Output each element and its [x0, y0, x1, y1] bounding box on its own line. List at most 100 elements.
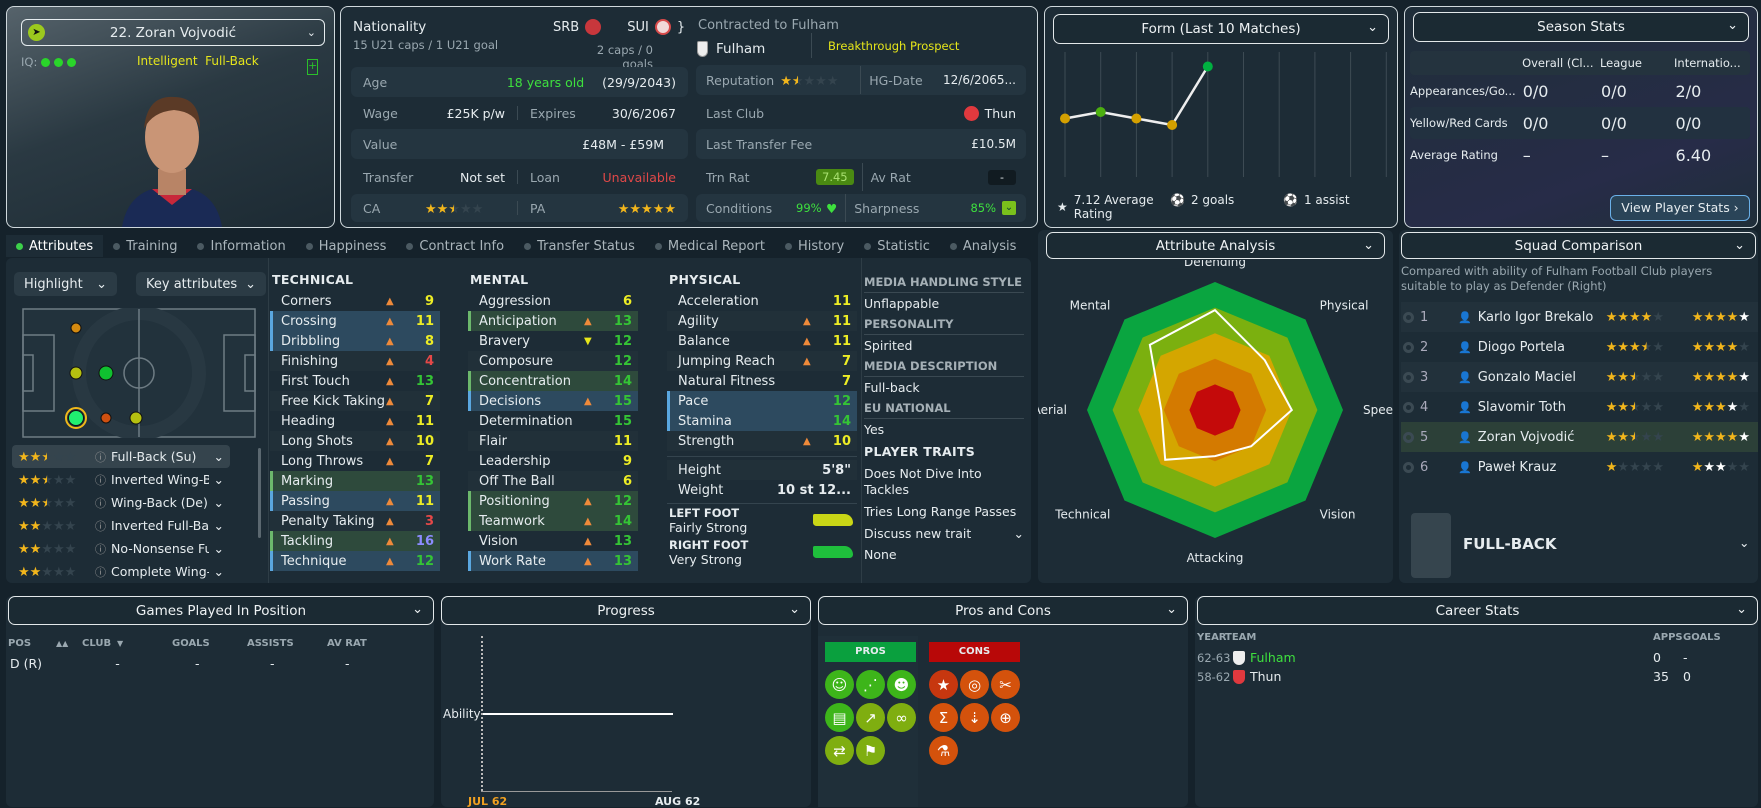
chevron-down-icon[interactable]: ⌄: [213, 541, 224, 556]
attribute-row[interactable]: Anticipation ▲ 13: [468, 311, 638, 331]
con-badge-icon[interactable]: ⚗: [929, 736, 958, 765]
radio-icon[interactable]: [1403, 401, 1414, 413]
attribute-row[interactable]: Free Kick Taking ▲ 7: [270, 391, 440, 411]
squad-player-name[interactable]: Karlo Igor Brekalo: [1477, 309, 1594, 325]
attribute-row[interactable]: Flair 11: [468, 431, 638, 451]
radio-icon[interactable]: [1403, 371, 1414, 383]
view-player-stats-button[interactable]: View Player Stats ›: [1610, 195, 1750, 221]
info-icon[interactable]: ⓘ: [95, 450, 106, 464]
column-av-rat[interactable]: AV RAT: [327, 638, 367, 649]
role-list-scrollbar[interactable]: [258, 448, 261, 538]
tab-training[interactable]: Training: [103, 235, 187, 257]
pro-badge-icon[interactable]: ↗: [856, 703, 885, 732]
table-row[interactable]: D (R) - - - -: [10, 656, 430, 671]
nation-code[interactable]: SRB: [553, 19, 580, 35]
attribute-row[interactable]: Strength ▲ 10: [667, 431, 857, 451]
battery-plus-icon[interactable]: +: [307, 59, 318, 75]
radio-icon[interactable]: [1403, 461, 1414, 473]
squad-comparison-dropdown[interactable]: Squad Comparison ⌄: [1401, 232, 1756, 259]
attribute-row[interactable]: Composure 12: [468, 351, 638, 371]
attribute-row[interactable]: Determination 15: [468, 411, 638, 431]
info-icon[interactable]: ⓘ: [95, 473, 106, 487]
tab-history[interactable]: History: [775, 235, 854, 257]
column-pos[interactable]: POS: [8, 638, 32, 649]
pros-cons-dropdown[interactable]: Pros and Cons ⌄: [818, 596, 1188, 625]
attribute-row[interactable]: Off The Ball 6: [468, 471, 638, 491]
career-team[interactable]: Thun: [1250, 669, 1282, 684]
games-played-dropdown[interactable]: Games Played In Position ⌄: [8, 596, 434, 625]
squad-row[interactable]: 6 👤 Paweł Krauz ★★★★★ ★★★★★: [1401, 452, 1758, 482]
tab-analysis[interactable]: Analysis: [940, 235, 1027, 257]
con-badge-icon[interactable]: ★: [929, 670, 958, 699]
attribute-row[interactable]: Work Rate ▲ 13: [468, 551, 638, 571]
column-goals[interactable]: GOALS: [1683, 632, 1721, 643]
form-point[interactable]: [1095, 107, 1106, 117]
form-dropdown[interactable]: Form (Last 10 Matches) ⌄: [1053, 14, 1389, 44]
attribute-row[interactable]: Vision ▲ 13: [468, 531, 638, 551]
info-icon[interactable]: ⓘ: [95, 565, 106, 579]
pro-badge-icon[interactable]: ☻: [887, 670, 916, 699]
squad-row[interactable]: 4 👤 Slavomir Toth ★★★★★ ★★★★★: [1401, 392, 1758, 422]
attribute-analysis-dropdown[interactable]: Attribute Analysis ⌄: [1046, 232, 1385, 259]
chevron-down-icon[interactable]: ⌄: [213, 495, 224, 510]
discuss-trait-dropdown[interactable]: Discuss new trait ⌄: [864, 523, 1024, 544]
role-item[interactable]: ★★★★★ ⓘ Full-Back (Su) ⌄: [12, 445, 230, 468]
info-icon[interactable]: ⓘ: [95, 542, 106, 556]
progress-dropdown[interactable]: Progress ⌄: [441, 596, 811, 625]
tab-contract-info[interactable]: Contract Info: [396, 235, 514, 257]
attribute-row[interactable]: Teamwork ▲ 14: [468, 511, 638, 531]
chevron-down-icon[interactable]: ⌄: [1739, 535, 1750, 550]
attribute-row[interactable]: Positioning ▲ 12: [468, 491, 638, 511]
role-item[interactable]: ★★★★★ ⓘ Wing-Back (De) ⌄: [12, 491, 230, 514]
form-point[interactable]: [1131, 113, 1142, 124]
career-team[interactable]: Fulham: [1250, 650, 1296, 665]
pro-badge-icon[interactable]: ∞: [887, 703, 916, 732]
info-icon[interactable]: ⓘ: [95, 496, 106, 510]
column-club[interactable]: CLUB: [82, 638, 112, 649]
attribute-row[interactable]: Acceleration 11: [667, 291, 857, 311]
attribute-row[interactable]: Natural Fitness 7: [667, 371, 857, 391]
attribute-row[interactable]: Finishing ▲ 4: [270, 351, 440, 371]
pro-badge-icon[interactable]: ▤: [825, 703, 854, 732]
squad-row[interactable]: 1 👤 Karlo Igor Brekalo ★★★★★ ★★★★★: [1401, 302, 1758, 332]
pro-badge-icon[interactable]: ⇄: [825, 736, 854, 765]
pro-badge-icon[interactable]: ⋰: [856, 670, 885, 699]
attribute-row[interactable]: Agility ▲ 11: [667, 311, 857, 331]
attribute-row[interactable]: Heading ▲ 11: [270, 411, 440, 431]
con-badge-icon[interactable]: ✂: [991, 670, 1020, 699]
tab-information[interactable]: Information: [187, 235, 295, 257]
column-year[interactable]: YEAR: [1197, 632, 1227, 643]
attribute-row[interactable]: Tackling ▲ 16: [270, 531, 440, 551]
con-badge-icon[interactable]: ◎: [960, 670, 989, 699]
attribute-row[interactable]: Bravery ▼ 12: [468, 331, 638, 351]
form-point[interactable]: [1202, 61, 1213, 72]
attribute-row[interactable]: First Touch ▲ 13: [270, 371, 440, 391]
attribute-row[interactable]: Pace 12: [667, 391, 857, 411]
attribute-row[interactable]: Penalty Taking ▲ 3: [270, 511, 440, 531]
column-team[interactable]: TEAM: [1225, 632, 1257, 643]
club-link[interactable]: Fulham: [697, 41, 765, 57]
tab-statistic[interactable]: Statistic: [854, 235, 940, 257]
attribute-row[interactable]: Passing ▲ 11: [270, 491, 440, 511]
attribute-row[interactable]: Decisions ▲ 15: [468, 391, 638, 411]
form-point[interactable]: [1060, 113, 1070, 124]
chevron-down-icon[interactable]: ⌄: [213, 518, 224, 533]
attribute-row[interactable]: Long Shots ▲ 10: [270, 431, 440, 451]
squad-player-name[interactable]: Zoran Vojvodić: [1477, 429, 1575, 445]
chevron-down-icon[interactable]: ⌄: [213, 564, 224, 579]
role-item[interactable]: ★★★★★ⓘNo-Nonsense Full-...⌄: [12, 537, 230, 560]
attribute-row[interactable]: Corners ▲ 9: [270, 291, 440, 311]
tab-happiness[interactable]: Happiness: [296, 235, 397, 257]
con-badge-icon[interactable]: ⊕: [991, 703, 1020, 732]
squad-row[interactable]: 2 👤 Diogo Portela ★★★★★ ★★★★★: [1401, 332, 1758, 362]
chevron-down-icon[interactable]: ⌄: [213, 449, 224, 464]
career-stats-dropdown[interactable]: Career Stats ⌄: [1197, 596, 1758, 625]
squad-player-name[interactable]: Gonzalo Maciel: [1477, 369, 1577, 385]
attribute-row[interactable]: Technique ▲ 12: [270, 551, 440, 571]
form-point[interactable]: [1167, 120, 1178, 130]
chevron-down-icon[interactable]: ⌄: [213, 472, 224, 487]
highlight-dropdown[interactable]: Highlight ⌄: [14, 272, 117, 296]
tab-transfer-status[interactable]: Transfer Status: [514, 235, 645, 257]
